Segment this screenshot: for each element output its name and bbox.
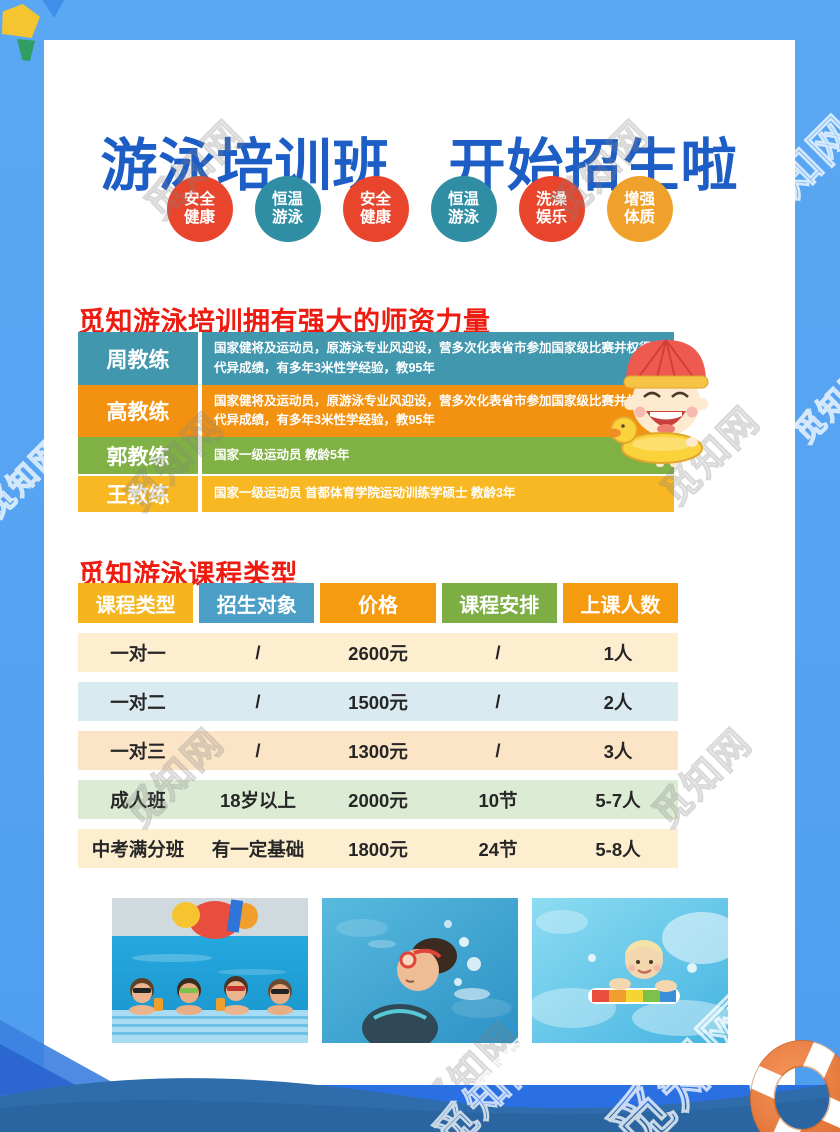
cell: /	[255, 690, 261, 712]
cell: 18岁以上	[219, 789, 297, 811]
cell: 1人	[603, 642, 633, 664]
column-header: 价格	[320, 583, 436, 623]
badge-label: 体质	[623, 209, 655, 226]
table-row: 中考满分班 有一定基础 1800元 24节 5-8人	[78, 829, 678, 868]
coach-table: 周教练 国家健将及运动员，原游泳专业风迎设，营多次化表省市参加国家级比赛并权得代…	[78, 332, 674, 512]
photo-row	[44, 898, 795, 1043]
cell: /	[255, 641, 261, 663]
cell: /	[495, 641, 501, 663]
badge-safe-health: 安全 健康	[166, 176, 233, 242]
duck-ring-kid-illustration	[610, 339, 709, 467]
table-row: 一对一 / 2600元 / 1人	[78, 633, 678, 672]
table-header-row: 课程类型 招生对象 价格 课程安排 上课人数	[78, 583, 678, 623]
cell: 2人	[603, 691, 633, 713]
cell: 1300元	[348, 740, 408, 762]
cell: 1800元	[348, 838, 408, 860]
column-header: 课程类型	[78, 583, 194, 623]
badge-label: 游泳	[271, 209, 303, 226]
badge-label: 游泳	[447, 209, 479, 226]
table-row: 周教练 国家健将及运动员，原游泳专业风迎设，营多次化表省市参加国家级比赛并权得代…	[78, 332, 674, 385]
cell: 3人	[603, 740, 633, 762]
badge-label: 洗澡	[535, 191, 567, 209]
confetti-yellow-icon	[2, 4, 40, 38]
table-row: 成人班 18岁以上 2000元 10节 5-7人	[78, 780, 678, 819]
cell: /	[255, 739, 261, 761]
badge-label: 安全	[183, 191, 215, 209]
cell: 2000元	[348, 789, 408, 811]
confetti-green-icon	[17, 39, 35, 61]
coach-description: 国家健将及运动员，原游泳专业风迎设，营多次化表省市参加国家级比赛并权得代异成绩，…	[198, 332, 674, 385]
column-header: 课程安排	[441, 583, 557, 623]
wave-decoration	[0, 1020, 840, 1132]
cell: 有一定基础	[211, 838, 305, 860]
cell: 5-8人	[595, 838, 641, 860]
table-row: 高教练 国家健将及运动员，原游泳专业风迎设，营多次化表省市参加国家级比赛并权得代…	[78, 385, 674, 437]
badge-label: 健康	[359, 209, 391, 226]
table-row: 一对二 / 1500元 / 2人	[78, 682, 678, 721]
cell: 成人班	[110, 789, 166, 811]
cell: 中考满分班	[91, 838, 185, 860]
confetti-blue-icon	[41, 0, 65, 18]
badge-label: 恒温	[447, 191, 479, 209]
table-row: 王教练 国家一级运动员 首都体育学院运动训练学硕士 教龄3年	[78, 476, 674, 512]
badge-label: 增强	[623, 191, 655, 209]
cell: 一对三	[110, 740, 166, 762]
badge-strength: 增强 体质	[606, 176, 673, 242]
cell: 5-7人	[595, 789, 641, 811]
cell: 24节	[478, 838, 518, 860]
lifebuoy-icon	[731, 1030, 840, 1132]
cell: /	[495, 739, 501, 761]
coach-name: 郭教练	[106, 445, 170, 469]
course-table: 课程类型 招生对象 价格 课程安排 上课人数 一对一 / 2600元 / 1人 …	[78, 583, 678, 868]
feature-badges: 安全 健康 恒温 游泳 安全 健康 恒温 游泳 洗澡 娱乐 增强 体质	[44, 176, 795, 242]
column-header: 上课人数	[562, 583, 678, 623]
coach-name: 周教练	[106, 348, 170, 372]
cell: 2600元	[348, 642, 408, 664]
coach-description: 国家健将及运动员，原游泳专业风迎设，营多次化表省市参加国家级比赛并权得代异成绩，…	[198, 385, 674, 437]
cell: 10节	[478, 789, 518, 811]
poster-card: 游泳培训班 开始招生啦 安全 健康 恒温 游泳 安全 健康 恒温 游泳 洗澡 娱…	[44, 40, 795, 1131]
badge-warm-swim: 恒温 游泳	[430, 176, 497, 242]
cell: 1500元	[348, 691, 408, 713]
cell: /	[495, 690, 501, 712]
coach-description: 国家一级运动员 教龄5年	[198, 437, 674, 474]
coach-name: 王教练	[106, 484, 170, 507]
photo-girl-swimming-goggles	[321, 898, 518, 1043]
coach-description: 国家一级运动员 首都体育学院运动训练学硕士 教龄3年	[198, 476, 674, 512]
badge-label: 恒温	[271, 191, 303, 209]
cell: 一对二	[110, 691, 166, 713]
badge-label: 娱乐	[535, 209, 567, 226]
coach-name: 高教练	[106, 401, 170, 424]
table-row: 一对三 / 1300元 / 3人	[78, 731, 678, 770]
column-header: 招生对象	[199, 583, 315, 623]
badge-label: 安全	[359, 191, 391, 209]
badge-safe-health: 安全 健康	[342, 176, 409, 242]
photo-boy-on-float	[531, 898, 728, 1043]
badge-bath-fun: 洗澡 娱乐	[518, 176, 585, 242]
photo-kids-at-poolside	[111, 898, 308, 1043]
cell: 一对一	[110, 642, 166, 664]
table-row: 郭教练 国家一级运动员 教龄5年	[78, 437, 674, 474]
badge-warm-swim: 恒温 游泳	[254, 176, 321, 242]
badge-label: 健康	[183, 209, 215, 226]
